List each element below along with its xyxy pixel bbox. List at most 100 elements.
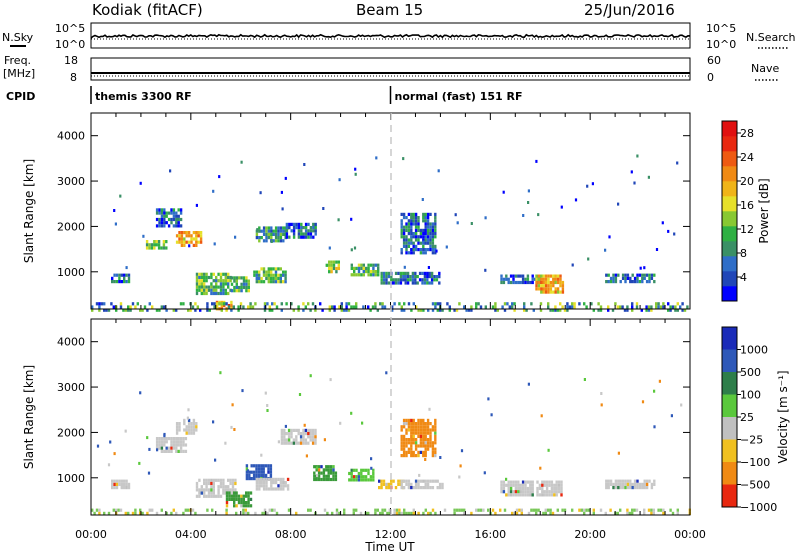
echo-cell	[383, 508, 387, 512]
echo-cell	[407, 225, 411, 229]
echo-cell	[124, 308, 127, 312]
echo-cell	[148, 302, 151, 306]
echo-cell	[185, 234, 188, 238]
echo-cell	[426, 482, 430, 486]
echo-cell	[643, 508, 646, 512]
x-tick-label: 16:00	[474, 528, 506, 541]
echo-cell	[662, 508, 665, 512]
echo-cell	[521, 493, 525, 497]
echo-cell	[240, 494, 243, 498]
echo-cell	[607, 305, 610, 309]
echo-cell	[410, 222, 413, 226]
echo-cell	[458, 302, 461, 306]
echo-cell	[179, 437, 183, 441]
echo-cell	[230, 289, 234, 293]
echo-cell	[686, 305, 689, 309]
echo-cell	[272, 232, 275, 236]
echo-region	[285, 222, 317, 239]
echo-cell	[410, 438, 413, 442]
echo-cell	[187, 428, 191, 432]
echo-cell	[225, 511, 228, 515]
echo-cell	[282, 481, 285, 485]
echo-cell	[426, 212, 430, 216]
echo-cell	[407, 447, 411, 451]
echo-cell	[446, 302, 449, 306]
echo-cell	[274, 477, 278, 481]
echo-cell	[410, 431, 413, 435]
echo-cell	[165, 221, 168, 225]
echo-cell	[277, 487, 280, 491]
echo-cell	[424, 225, 427, 229]
echo-cell	[431, 235, 435, 239]
echo-cell	[607, 479, 610, 483]
echo-cell	[616, 305, 619, 309]
echo-cell	[352, 305, 355, 309]
scatter-echo	[658, 379, 661, 383]
scatter-echo	[655, 248, 659, 251]
echo-cell	[325, 465, 328, 469]
echo-cell	[262, 473, 265, 477]
echo-cell	[203, 288, 206, 292]
echo-cell	[398, 302, 401, 306]
echo-region	[155, 208, 183, 228]
echo-cell	[235, 282, 238, 286]
echo-cell	[219, 494, 223, 498]
echo-cell	[155, 211, 159, 215]
echo-cell	[265, 481, 268, 485]
echo-cell	[507, 480, 510, 484]
echo-cell	[419, 438, 423, 442]
scatter-echo	[586, 184, 589, 188]
echo-cell	[417, 428, 420, 432]
scatter-echo	[361, 421, 364, 425]
echo-cell	[179, 449, 183, 453]
echo-cell	[377, 266, 380, 270]
echo-cell	[512, 483, 515, 487]
echo-cell	[412, 438, 415, 442]
echo-cell	[434, 216, 437, 220]
echo-cell	[507, 277, 510, 281]
echo-cell	[431, 228, 435, 232]
echo-cell	[337, 260, 340, 264]
echo-cell	[195, 275, 199, 280]
echo-cell	[165, 214, 168, 218]
echo-cell	[195, 237, 198, 241]
echo-cell	[297, 235, 301, 239]
echo-cell	[400, 434, 403, 438]
echo-cell	[279, 267, 282, 271]
echo-cell	[612, 486, 615, 490]
echo-cell	[431, 441, 435, 445]
cpid-label: CPID	[6, 90, 35, 103]
echo-cell	[272, 477, 275, 481]
scatter-echo	[403, 265, 406, 269]
echo-cell	[224, 275, 227, 280]
echo-cell	[257, 473, 261, 477]
echo-cell	[414, 428, 418, 432]
echo-cell	[626, 273, 630, 277]
echo-cell	[183, 418, 186, 422]
scatter-echo	[583, 378, 586, 381]
echo-cell	[245, 494, 248, 498]
echo-cell	[270, 229, 273, 233]
echo-cell	[387, 275, 391, 279]
echo-cell	[549, 287, 553, 291]
echo-cell	[500, 280, 503, 285]
echo-cell	[235, 285, 238, 290]
echo-cell	[127, 511, 130, 515]
echo-cell	[676, 302, 679, 306]
echo-cell	[529, 480, 532, 484]
echo-cell	[170, 443, 173, 447]
echo-cell	[210, 288, 213, 292]
echo-cell	[115, 486, 119, 490]
echo-cell	[419, 308, 423, 312]
echo-cell	[631, 308, 634, 312]
echo-cell	[542, 287, 545, 291]
echo-cell	[225, 501, 229, 505]
echo-cell	[580, 508, 583, 512]
echo-cell	[421, 278, 424, 282]
echo-cell	[124, 511, 127, 515]
echo-cell	[185, 428, 188, 432]
echo-cell	[547, 290, 550, 294]
echo-cell	[107, 511, 111, 515]
echo-cell	[334, 477, 338, 482]
echo-cell	[410, 251, 413, 255]
